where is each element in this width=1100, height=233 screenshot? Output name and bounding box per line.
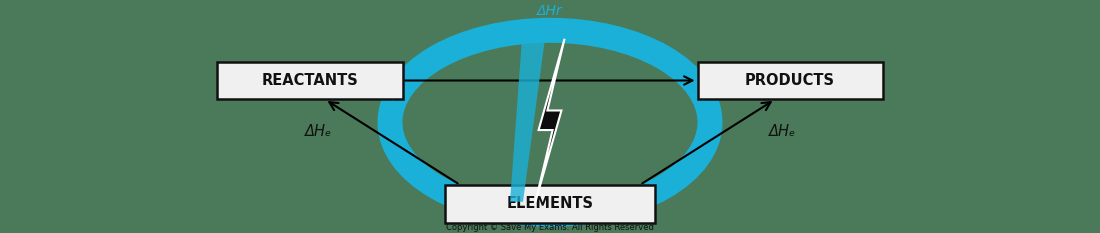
FancyArrowPatch shape	[532, 29, 568, 32]
Text: ELEMENTS: ELEMENTS	[506, 196, 594, 211]
FancyBboxPatch shape	[218, 62, 403, 99]
Polygon shape	[510, 39, 544, 202]
Text: REACTANTS: REACTANTS	[262, 73, 359, 88]
Text: ΔHₑ: ΔHₑ	[769, 124, 795, 139]
FancyBboxPatch shape	[446, 185, 654, 223]
Text: ΔHₑ: ΔHₑ	[305, 124, 331, 139]
Polygon shape	[536, 39, 564, 202]
Text: Copyright © Save My Exams. All Rights Reserved: Copyright © Save My Exams. All Rights Re…	[447, 223, 653, 232]
Text: PRODUCTS: PRODUCTS	[745, 73, 835, 88]
Text: ΔHr: ΔHr	[537, 4, 563, 18]
FancyBboxPatch shape	[697, 62, 882, 99]
Ellipse shape	[406, 46, 694, 198]
FancyArrowPatch shape	[393, 100, 395, 115]
